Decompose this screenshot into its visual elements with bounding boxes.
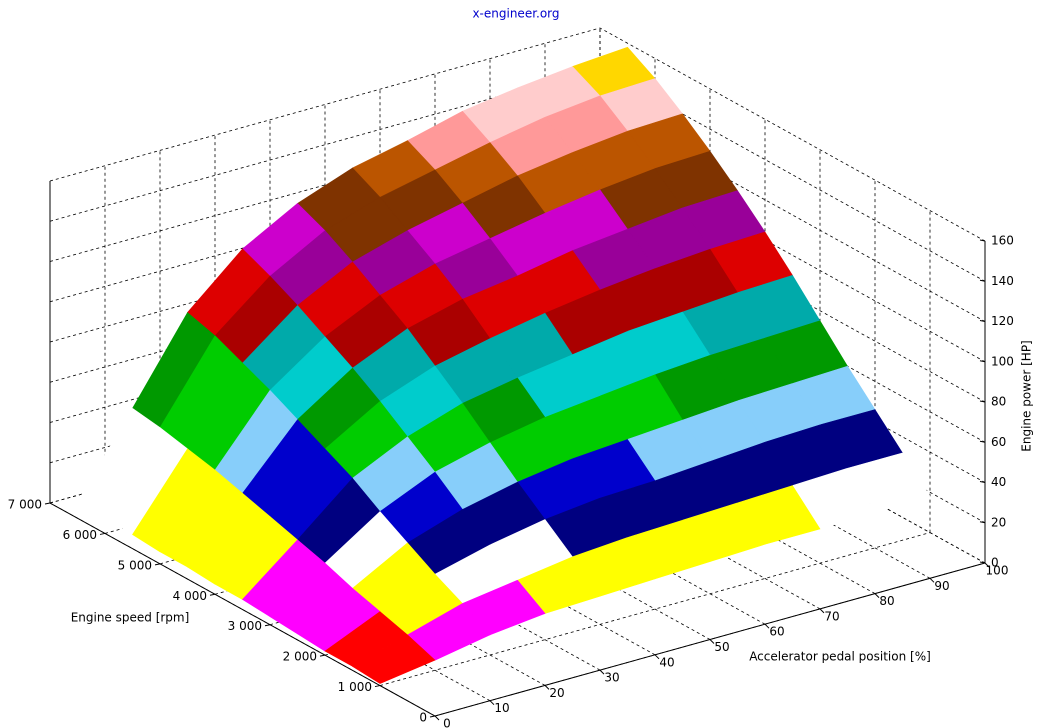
- y-tick-label: 6 000: [63, 528, 97, 542]
- y-tick-label: 1 000: [338, 680, 372, 694]
- z-tick-label: 60: [991, 435, 1006, 449]
- z-tick-label: 80: [991, 395, 1006, 409]
- tick-mark: [434, 715, 440, 721]
- tick-mark: [429, 715, 436, 718]
- x-tick-label: 0: [443, 717, 451, 728]
- x-tick-label: 10: [494, 701, 509, 715]
- grid-line: [379, 532, 931, 686]
- tick-mark: [319, 654, 326, 657]
- tick-mark: [489, 700, 495, 706]
- y-tick-label: 5 000: [118, 558, 152, 572]
- surface-patch: [351, 634, 436, 684]
- grid-line: [599, 27, 986, 242]
- tick-mark: [979, 400, 986, 403]
- x-tick-label: 90: [934, 579, 949, 593]
- tick-mark: [979, 440, 986, 443]
- z-tick-label: 0: [991, 556, 999, 570]
- y-tick-label: 0: [419, 711, 427, 725]
- grid-line: [49, 27, 601, 182]
- tick-mark: [264, 624, 271, 627]
- z-axis-label: Engine power [HP]: [1020, 340, 1034, 451]
- tick-mark: [44, 502, 51, 505]
- tick-mark: [979, 561, 986, 564]
- tick-mark: [874, 593, 880, 598]
- tick-mark: [154, 563, 161, 566]
- z-tick-label: 160: [991, 234, 1014, 248]
- tick-mark: [654, 654, 660, 660]
- tick-mark: [984, 562, 990, 568]
- tick-mark: [99, 532, 106, 535]
- chart-title: x-engineer.org: [472, 7, 559, 21]
- x-tick-label: 100: [986, 564, 1009, 578]
- y-axis-label: Engine speed [rpm]: [71, 611, 190, 625]
- tick-mark: [764, 623, 770, 629]
- tick-mark: [374, 685, 381, 688]
- tick-mark: [979, 239, 986, 242]
- y-tick-label: 7 000: [8, 498, 42, 512]
- x-tick-label: 80: [879, 594, 894, 608]
- z-tick-label: 40: [991, 475, 1006, 489]
- x-tick-label: 30: [604, 671, 619, 685]
- y-tick-label: 2 000: [283, 650, 317, 664]
- z-tick-label: 140: [991, 274, 1014, 288]
- y-tick-label: 3 000: [228, 619, 262, 633]
- tick-mark: [979, 279, 986, 282]
- tick-mark: [979, 521, 986, 524]
- z-tick-label: 20: [991, 515, 1006, 529]
- z-tick-label: 100: [991, 354, 1014, 368]
- x-tick-label: 60: [769, 625, 784, 639]
- z-tick-label: 120: [991, 314, 1014, 328]
- grid-line: [434, 562, 986, 717]
- tick-mark: [819, 608, 825, 614]
- tick-mark: [599, 669, 605, 675]
- tick-mark: [979, 360, 986, 363]
- surface: [77, 46, 931, 684]
- tick-mark: [929, 577, 935, 583]
- x-axis-label: Accelerator pedal position [%]: [749, 650, 931, 664]
- x-tick-label: 50: [714, 640, 729, 654]
- tick-mark: [209, 593, 216, 596]
- x-tick-label: 40: [659, 655, 674, 669]
- grid-line: [49, 502, 436, 717]
- tick-mark: [979, 320, 986, 322]
- x-tick-label: 70: [824, 609, 839, 623]
- tick-mark: [979, 481, 986, 483]
- x-tick-label: 20: [549, 686, 564, 700]
- y-tick-label: 4 000: [173, 589, 207, 603]
- tick-mark: [544, 685, 550, 690]
- tick-mark: [709, 639, 715, 644]
